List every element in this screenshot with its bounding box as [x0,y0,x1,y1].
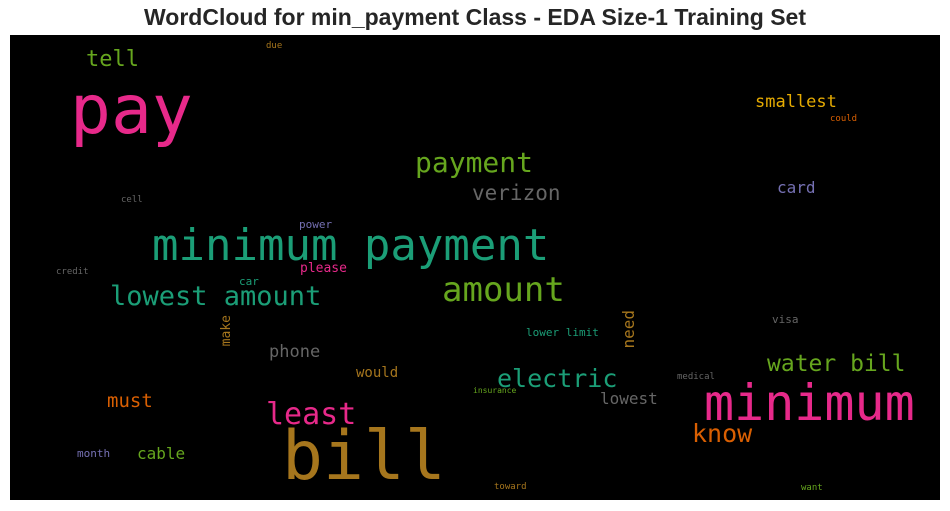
word-insurance: insurance [473,386,517,395]
word-cell: cell [121,195,143,205]
word-water-bill: water bill [767,351,906,377]
word-electric: electric [497,364,618,393]
word-verizon: verizon [472,181,561,205]
word-amount: amount [442,270,565,310]
word-could: could [830,114,858,124]
word-card: card [777,178,816,197]
word-pay: pay [70,71,193,150]
word-phone: phone [269,342,321,362]
word-least: least [266,397,357,432]
word-due: due [266,41,283,51]
word-payment: payment [415,146,534,179]
word-medical: medical [677,372,715,382]
word-month: month [77,447,111,460]
word-minimum-payment: minimum payment [152,220,550,271]
chart-title: WordCloud for min_payment Class - EDA Si… [144,4,806,30]
word-must: must [107,390,153,412]
word-want: want [801,483,823,493]
word-make: make [219,315,234,347]
word-lowest-amount: lowest amount [110,281,322,312]
word-toward: toward [494,482,527,492]
word-please: please [300,261,347,276]
word-bill: bill [282,417,446,496]
word-know: know [692,419,753,448]
word-cloud: pay minimum payment bill minimum amount … [10,35,940,500]
word-credit: credit [56,267,89,277]
word-need: need [619,310,638,349]
word-tell: tell [86,47,139,72]
word-car: car [239,275,259,288]
word-lowest: lowest [600,389,658,408]
word-lower-limit: lower limit [526,326,599,339]
word-would: would [356,365,399,381]
word-power: power [299,218,333,231]
word-minimum: minimum [704,374,915,432]
word-smallest: smallest [755,92,837,112]
word-visa: visa [772,313,799,326]
word-cable: cable [137,444,186,463]
